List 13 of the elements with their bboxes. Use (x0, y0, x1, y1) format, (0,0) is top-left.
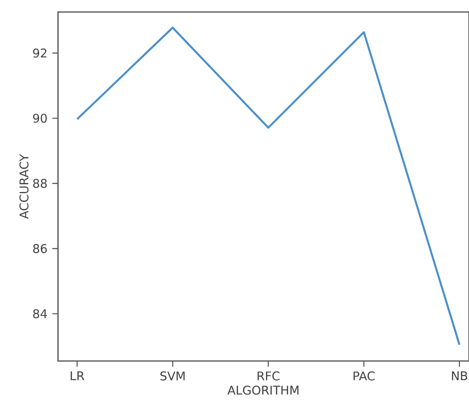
x-tick-label: PAC (354, 371, 375, 380)
line-series (76, 26, 460, 346)
x-tick-label: SVM (160, 371, 185, 380)
x-tick-label: LR (70, 371, 84, 380)
x-tick-label: NB (452, 371, 468, 380)
y-tick-label: 88 (33, 178, 47, 188)
y-tick-label: 84 (33, 309, 47, 318)
y-tick-label: 90 (33, 114, 47, 123)
x-axis-title: ALGORITHM (227, 386, 298, 395)
y-axis-title: ACCURACY (19, 154, 29, 219)
x-tick-label: RFC (258, 371, 280, 380)
y-tick-label: 92 (33, 48, 46, 58)
y-tick-label: 86 (33, 244, 47, 254)
